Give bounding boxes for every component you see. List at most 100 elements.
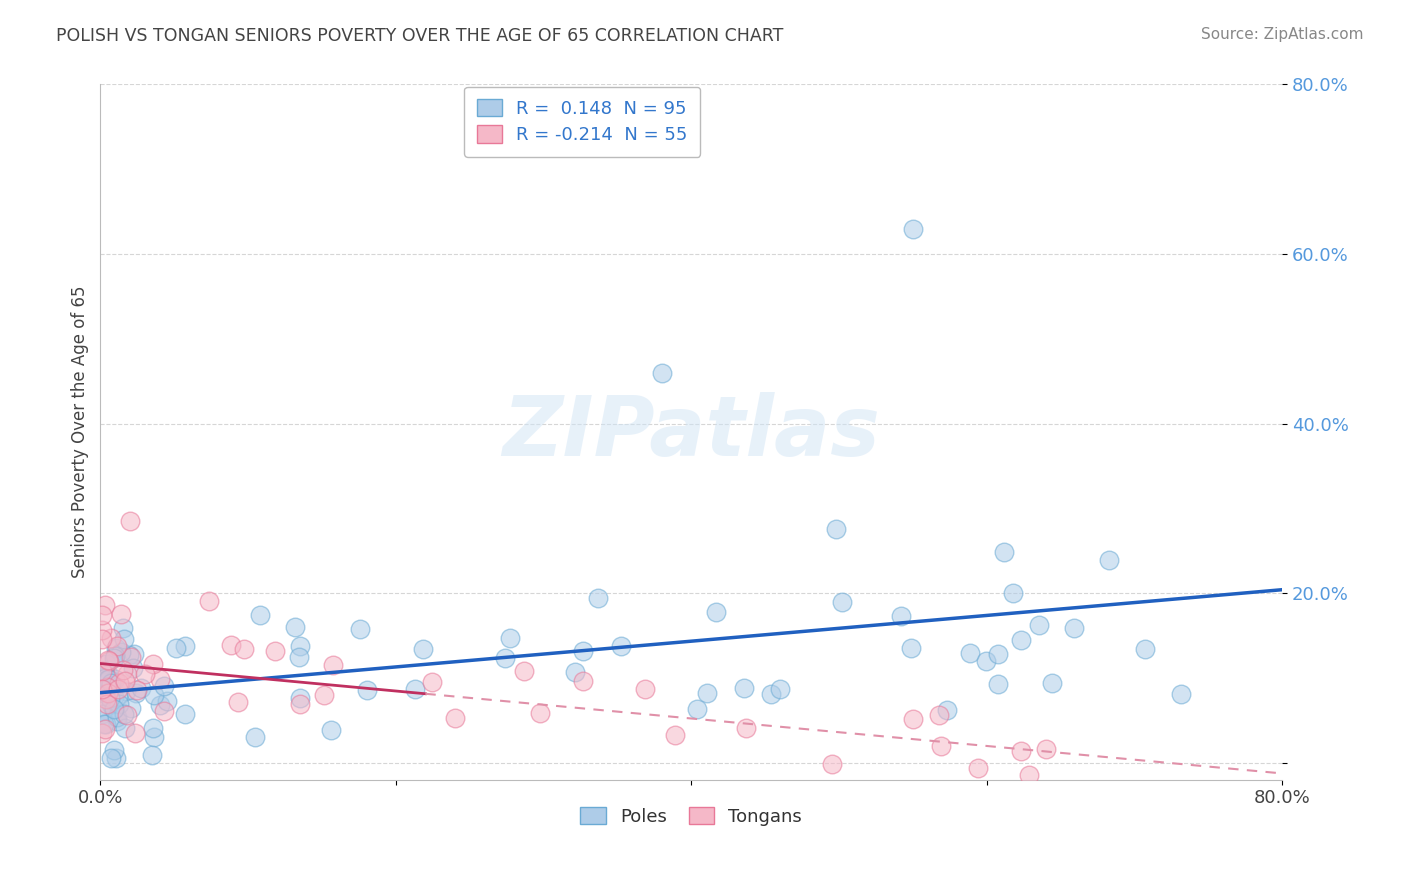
Y-axis label: Seniors Poverty Over the Age of 65: Seniors Poverty Over the Age of 65: [72, 285, 89, 578]
Point: [94, 671, 117, 685]
Legend: Poles, Tongans: Poles, Tongans: [574, 800, 810, 833]
Point: [319, 723, 342, 738]
Point: [349, 622, 371, 636]
Point: [90, 707, 112, 722]
Point: [107, 689, 129, 703]
Point: [105, 639, 128, 653]
Point: [967, 761, 990, 775]
Point: [356, 683, 378, 698]
Point: [96, 682, 118, 697]
Point: [103, 743, 125, 757]
Point: [831, 595, 853, 609]
Point: [993, 545, 1015, 559]
Text: POLISH VS TONGAN SENIORS POVERTY OVER THE AGE OF 65 CORRELATION CHART: POLISH VS TONGAN SENIORS POVERTY OVER TH…: [56, 27, 783, 45]
Point: [115, 707, 138, 722]
Point: [153, 704, 176, 718]
Point: [156, 694, 179, 708]
Point: [1063, 621, 1085, 635]
Point: [142, 657, 165, 672]
Point: [97, 686, 120, 700]
Point: [134, 667, 156, 681]
Point: [821, 757, 844, 772]
Point: [1040, 676, 1063, 690]
Point: [987, 677, 1010, 691]
Point: [103, 651, 125, 665]
Point: [249, 607, 271, 622]
Point: [288, 649, 311, 664]
Point: [198, 593, 221, 607]
Point: [499, 631, 522, 645]
Point: [112, 706, 135, 721]
Point: [91, 670, 114, 684]
Point: [571, 644, 593, 658]
Point: [110, 607, 132, 621]
Point: [108, 698, 131, 712]
Point: [664, 728, 686, 742]
Point: [142, 730, 165, 744]
Point: [107, 714, 129, 729]
Point: [111, 621, 134, 635]
Point: [120, 650, 142, 665]
Point: [686, 701, 709, 715]
Point: [284, 620, 307, 634]
Point: [634, 681, 657, 696]
Point: [93, 722, 115, 736]
Point: [97, 653, 120, 667]
Point: [444, 711, 467, 725]
Point: [100, 631, 122, 645]
Point: [976, 654, 998, 668]
Point: [104, 648, 127, 663]
Point: [103, 702, 125, 716]
Point: [94, 657, 117, 671]
Point: [233, 641, 256, 656]
Point: [100, 676, 122, 690]
Point: [935, 703, 957, 717]
Point: [1011, 744, 1033, 758]
Text: Source: ZipAtlas.com: Source: ZipAtlas.com: [1201, 27, 1364, 42]
Point: [586, 591, 609, 606]
Point: [105, 709, 128, 723]
Point: [103, 690, 125, 705]
Point: [97, 654, 120, 668]
Point: [1170, 687, 1192, 701]
Point: [1010, 632, 1032, 647]
Point: [122, 647, 145, 661]
Point: [929, 739, 952, 753]
Point: [104, 751, 127, 765]
Point: [96, 697, 118, 711]
Point: [824, 522, 846, 536]
Point: [100, 679, 122, 693]
Point: [114, 722, 136, 736]
Point: [1001, 586, 1024, 600]
Point: [112, 632, 135, 646]
Point: [312, 688, 335, 702]
Point: [90, 632, 112, 647]
Point: [124, 725, 146, 739]
Text: ZIPatlas: ZIPatlas: [502, 392, 880, 473]
Point: [125, 686, 148, 700]
Point: [529, 706, 551, 721]
Point: [100, 751, 122, 765]
Point: [97, 667, 120, 681]
Point: [165, 640, 187, 655]
Point: [759, 687, 782, 701]
Point: [1035, 742, 1057, 756]
Point: [107, 681, 129, 696]
Point: [733, 681, 755, 695]
Point: [142, 721, 165, 735]
Point: [900, 640, 922, 655]
Point: [420, 675, 443, 690]
Point: [90, 624, 112, 638]
Point: [928, 707, 950, 722]
Point: [149, 698, 172, 712]
Point: [1133, 641, 1156, 656]
Point: [94, 692, 117, 706]
Point: [118, 514, 141, 528]
Point: [959, 647, 981, 661]
Point: [90, 664, 112, 678]
Point: [91, 704, 114, 718]
Point: [768, 681, 790, 696]
Point: [901, 221, 924, 235]
Point: [987, 647, 1010, 661]
Point: [120, 701, 142, 715]
